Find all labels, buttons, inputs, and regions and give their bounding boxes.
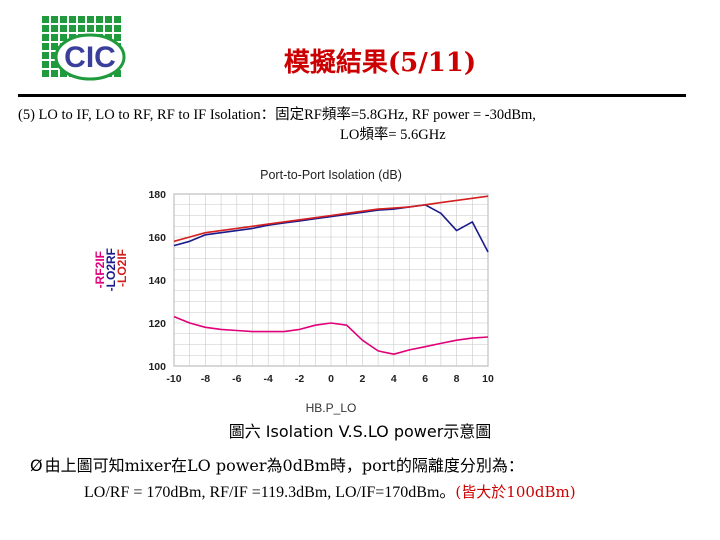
logo-square xyxy=(51,16,58,23)
logo-square xyxy=(42,34,49,41)
logo-square xyxy=(51,34,58,41)
logo-text: CIC xyxy=(64,41,116,74)
logo-square xyxy=(105,25,112,32)
x-tick-label: 6 xyxy=(422,373,428,385)
y-tick-label: 120 xyxy=(148,318,166,330)
x-tick-label: -8 xyxy=(201,373,210,385)
conclusion-line-2: LO/RF = 170dBm, RF/IF =119.3dBm, LO/IF=1… xyxy=(84,478,576,502)
logo-square xyxy=(114,25,121,32)
logo-square xyxy=(42,43,49,50)
logo-square xyxy=(96,25,103,32)
y-tick-label: 100 xyxy=(148,361,166,373)
logo-square xyxy=(60,25,67,32)
logo-square xyxy=(60,34,67,41)
logo-square xyxy=(96,16,103,23)
logo-square xyxy=(42,61,49,68)
logo-square xyxy=(51,70,58,77)
logo-square xyxy=(87,16,94,23)
bullet-arrow-icon: Ø xyxy=(30,456,43,475)
x-tick-label: -6 xyxy=(232,373,241,385)
x-tick-label: 8 xyxy=(454,373,460,385)
logo-square xyxy=(114,70,121,77)
series-line-rf2if xyxy=(173,315,489,355)
y-label-lo2rf: -LO2RF xyxy=(104,248,118,291)
conclusion-values: LO/RF = 170dBm, RF/IF =119.3dBm, LO/IF=1… xyxy=(84,484,456,501)
condition-line-1: (5) LO to IF, LO to RF, RF to IF Isolati… xyxy=(18,107,536,123)
chart-series xyxy=(173,195,489,355)
x-tick-label: -10 xyxy=(166,373,181,385)
page-title: 模擬結果(5/11) xyxy=(283,48,477,78)
title-divider xyxy=(18,94,686,97)
y-axis-label: -RF2IF -LO2RF -LO2IF xyxy=(93,245,129,292)
logo-square xyxy=(42,25,49,32)
x-tick-label: 2 xyxy=(359,373,365,385)
logo-square xyxy=(87,25,94,32)
y-tick-label: 140 xyxy=(148,275,166,287)
logo-square xyxy=(78,25,85,32)
x-tick-label: -2 xyxy=(295,373,304,385)
chart-title: Port-to-Port Isolation (dB) xyxy=(260,168,402,182)
logo-square xyxy=(69,16,76,23)
logo-square xyxy=(42,16,49,23)
y-label-rf2if: -RF2IF xyxy=(93,251,107,288)
series-line-lo2rf xyxy=(173,203,489,253)
figure-caption: 圖六 Isolation V.S.LO power示意圖 xyxy=(228,422,492,441)
logo-square xyxy=(51,61,58,68)
series-line-lo2if xyxy=(173,195,489,243)
logo-square xyxy=(51,52,58,59)
logo-square xyxy=(114,16,121,23)
logo-square xyxy=(42,52,49,59)
logo-square xyxy=(51,43,58,50)
conclusion-line-1: Ø 由上圖可知mixer在LO power為0dBm時，port的隔離度分別為： xyxy=(30,452,524,476)
logo-square xyxy=(78,16,85,23)
isolation-chart: Port-to-Port Isolation (dB) -10 -8 -6 -4 -2 0… xyxy=(93,168,494,415)
chart-ticks: -10 -8 -6 -4 -2 0 2 4 6 8 10 100 120 140 160 180 xyxy=(148,189,494,385)
x-tick-label: 4 xyxy=(391,373,397,385)
x-tick-label: 10 xyxy=(482,373,494,385)
y-tick-label: 160 xyxy=(148,232,166,244)
logo-square xyxy=(105,16,112,23)
logo-square xyxy=(51,25,58,32)
logo-square xyxy=(60,70,67,77)
conclusion-highlight: (皆大於100dBm) xyxy=(455,483,576,501)
logo-square xyxy=(42,70,49,77)
chart-grid xyxy=(173,193,489,367)
x-axis-label: HB.P_LO xyxy=(306,401,357,415)
y-tick-label: 180 xyxy=(148,189,166,201)
x-tick-label: -4 xyxy=(264,373,273,385)
x-tick-label: 0 xyxy=(328,373,334,385)
logo-square xyxy=(60,16,67,23)
cic-logo: CIC xyxy=(42,16,126,81)
logo-square xyxy=(114,34,121,41)
conclusion-text-1: 由上圖可知mixer在LO power為0dBm時，port的隔離度分別為： xyxy=(44,456,524,475)
condition-line-2: LO頻率= 5.6GHz xyxy=(340,127,446,143)
logo-ellipse xyxy=(54,33,126,81)
logo-square xyxy=(69,25,76,32)
y-label-lo2if: -LO2IF xyxy=(115,249,129,287)
